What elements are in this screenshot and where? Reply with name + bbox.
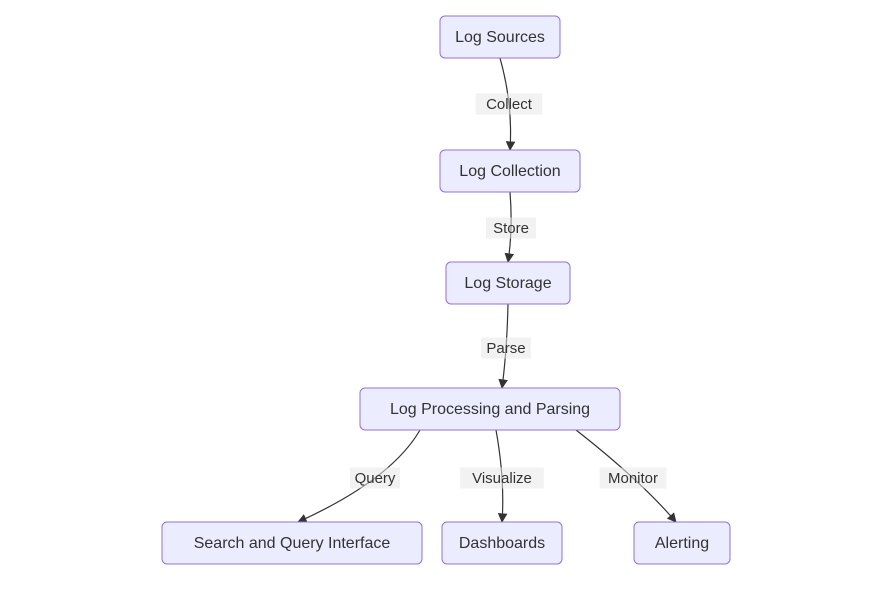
node-C: Log Storage: [446, 262, 570, 304]
node-F: Dashboards: [442, 522, 562, 564]
edge-B-C: Store: [486, 192, 536, 262]
node-label-D: Log Processing and Parsing: [390, 401, 590, 418]
node-D: Log Processing and Parsing: [360, 388, 620, 430]
flowchart-canvas: Collect Store Parse Query Visualize Monitor Lo…: [0, 0, 871, 599]
node-E: Search and Query Interface: [162, 522, 422, 564]
edge-C-D: Parse: [481, 304, 531, 388]
edge-label-D-G: Monitor: [608, 470, 658, 487]
edge-label-A-B: Collect: [486, 96, 533, 113]
edge-D-G: Monitor: [576, 430, 676, 522]
edge-label-C-D: Parse: [486, 340, 525, 357]
edge-D-E: Query: [298, 430, 420, 522]
edge-A-B: Collect: [476, 58, 543, 150]
edge-label-D-E: Query: [355, 470, 396, 487]
node-G: Alerting: [634, 522, 730, 564]
node-label-A: Log Sources: [455, 29, 545, 46]
edge-label-D-F: Visualize: [472, 470, 532, 487]
edge-D-F: Visualize: [460, 430, 544, 522]
node-label-G: Alerting: [655, 535, 709, 552]
node-label-E: Search and Query Interface: [194, 535, 391, 552]
node-label-C: Log Storage: [464, 275, 551, 292]
node-label-F: Dashboards: [459, 535, 545, 552]
node-A: Log Sources: [440, 16, 560, 58]
node-B: Log Collection: [440, 150, 580, 192]
node-label-B: Log Collection: [459, 163, 560, 180]
edge-label-B-C: Store: [493, 220, 529, 237]
